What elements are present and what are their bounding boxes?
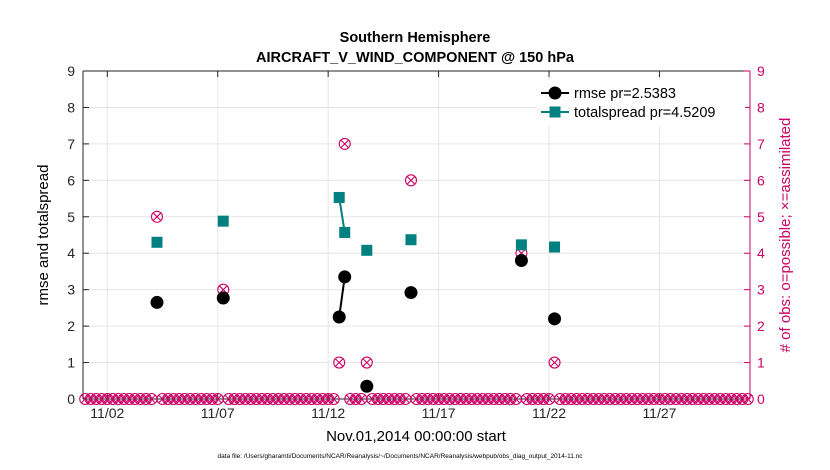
rmse-point — [548, 312, 562, 326]
legend: rmse pr=2.5383 totalspread pr=4.5209 — [537, 80, 745, 126]
totalspread-point — [549, 241, 561, 253]
obs-possible-marker — [404, 174, 418, 187]
y-tick-label: 4 — [67, 245, 75, 261]
x-tick-label: 11/07 — [201, 405, 235, 421]
y-tick-label: 2 — [67, 318, 75, 334]
totalspread-point — [361, 244, 373, 256]
series-line-1 — [338, 197, 346, 233]
totalspread-point — [515, 239, 527, 251]
rmse-point — [360, 379, 374, 393]
obs-possible-marker — [360, 356, 373, 369]
y2-tick-label: 5 — [757, 209, 765, 225]
obs-count-markers — [79, 137, 754, 406]
rmse-point — [216, 291, 230, 305]
x-tick-label: 11/27 — [642, 405, 676, 421]
obs-possible-marker — [333, 356, 346, 369]
y-tick-label: 6 — [67, 172, 75, 188]
y2-tick-label: 8 — [757, 99, 765, 115]
chart-title: Southern Hemisphere — [340, 30, 491, 46]
y2-axis-label: # of obs: o=possible; ×=assimilated — [777, 118, 794, 353]
rmse-point — [338, 270, 352, 284]
y2-tick-label: 0 — [757, 391, 765, 407]
obs-assimilated-marker — [545, 395, 554, 403]
y2-axis-ticks: 0 1 2 3 4 5 6 7 8 9 — [744, 63, 765, 407]
x-axis-ticks: 11/02 11/07 11/12 11/17 11/22 11/27 — [90, 71, 677, 421]
totalspread-point — [333, 191, 345, 203]
data-file-footnote: data file: /Users/gharamti/Documents/NCA… — [218, 453, 584, 460]
y-axis-ticks: 0 1 2 3 4 5 6 7 8 9 — [67, 63, 89, 407]
rmse-point — [150, 295, 164, 309]
obs-assimilated-marker — [335, 358, 344, 367]
x-tick-label: 11/02 — [90, 405, 124, 421]
obs-assimilated-marker — [213, 395, 222, 403]
y-tick-label: 3 — [67, 282, 75, 298]
obs-assimilated-marker — [743, 395, 752, 403]
obs-assimilated-marker — [357, 395, 366, 403]
x-tick-label: 11/17 — [422, 405, 456, 421]
obs-assimilated-marker — [152, 212, 161, 221]
x-tick-label: 11/12 — [311, 405, 345, 421]
y2-tick-label: 3 — [757, 282, 765, 298]
y-tick-label: 1 — [67, 355, 75, 371]
totalspread-point — [339, 226, 351, 238]
y2-tick-label: 1 — [757, 355, 765, 371]
obs-assimilated-marker — [550, 358, 559, 367]
rmse-point — [514, 254, 528, 268]
y-tick-label: 9 — [67, 63, 75, 79]
y2-tick-label: 9 — [757, 63, 765, 79]
y2-tick-label: 6 — [757, 172, 765, 188]
chart-subtitle: AIRCRAFT_V_WIND_COMPONENT @ 150 hPa — [256, 50, 575, 66]
data-series — [150, 191, 562, 393]
legend-spread-label: totalspread pr=4.5209 — [574, 105, 715, 121]
x-axis-label: Nov.01,2014 00:00:00 start — [326, 428, 507, 445]
obs-possible-marker — [327, 392, 340, 406]
totalspread-point — [405, 234, 417, 246]
series-line-0 — [338, 276, 346, 318]
y-tick-label: 8 — [67, 99, 75, 115]
obs-possible-marker — [150, 210, 164, 223]
obs-assimilated-marker — [406, 176, 415, 185]
rmse-point — [404, 286, 418, 300]
legend-rmse-marker — [548, 86, 562, 100]
y2-tick-label: 2 — [757, 318, 765, 334]
y-tick-label: 5 — [67, 209, 75, 225]
obs-assimilated-marker — [401, 395, 410, 403]
legend-box — [537, 80, 745, 126]
obs-possible-marker — [338, 137, 351, 150]
obs-assimilated-marker — [329, 395, 338, 403]
x-tick-label: 11/22 — [532, 405, 566, 421]
y-tick-label: 7 — [67, 136, 75, 152]
rmse-point — [332, 310, 346, 324]
obs-possible-marker — [548, 356, 561, 369]
y2-tick-label: 7 — [757, 136, 765, 152]
obs-possible-marker — [741, 392, 754, 406]
totalspread-point — [151, 236, 163, 248]
obs-assimilated-marker — [511, 395, 520, 403]
y2-tick-label: 4 — [757, 245, 765, 261]
totalspread-point — [217, 215, 229, 227]
legend-spread-marker — [549, 106, 561, 118]
obs-assimilated-marker — [147, 395, 156, 403]
obs-assimilated-marker — [362, 358, 371, 367]
y-tick-label: 0 — [67, 391, 75, 407]
y-axis-label: rmse and totalspread — [35, 165, 52, 306]
obs-assimilated-marker — [340, 139, 349, 148]
legend-rmse-label: rmse pr=2.5383 — [574, 86, 676, 102]
